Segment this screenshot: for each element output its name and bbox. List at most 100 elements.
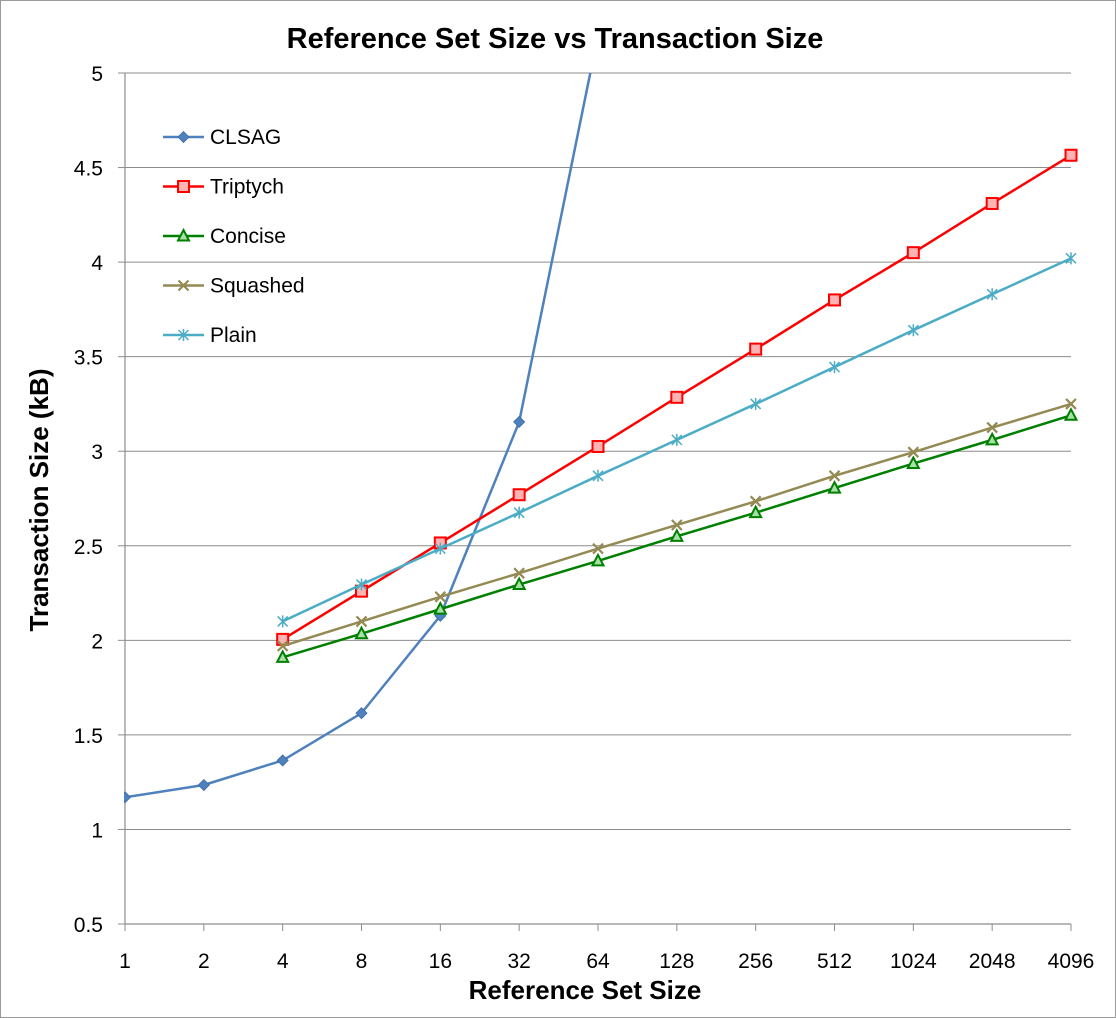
x-tick-label: 64: [586, 950, 610, 973]
squashed-point: [986, 421, 998, 434]
legend-label-clsag: CLSAG: [210, 126, 281, 149]
legend-marker-plain: [177, 329, 190, 341]
x-tick-label: 2: [198, 950, 210, 973]
x-tick-label: 512: [817, 950, 852, 973]
squashed-point: [513, 567, 525, 579]
legend-item-triptych: Triptych: [163, 176, 284, 199]
squashed-series: [276, 398, 1077, 652]
y-tick-label: 1.5: [74, 725, 103, 748]
clsag-line: [124, 73, 592, 799]
y-tick-label: 4: [91, 252, 103, 275]
plain-series: [277, 252, 1077, 628]
legend-item-clsag: CLSAG: [163, 126, 281, 149]
legend-marker-triptych: [177, 180, 190, 193]
x-tick-label: 4: [277, 950, 289, 973]
x-tick-label: 32: [507, 950, 530, 973]
y-tick-label: 5: [91, 63, 103, 86]
plot-area: [124, 73, 1079, 804]
plain-point: [828, 361, 841, 374]
y-tick-label: 3.5: [74, 347, 103, 370]
legend-item-concise: Concise: [163, 225, 286, 248]
x-tick-label: 1: [119, 950, 131, 973]
clsag-point: [355, 707, 368, 720]
legend-marker-squashed: [177, 279, 190, 292]
triptych-point: [828, 293, 841, 307]
plain-point: [671, 433, 683, 446]
concise-series: [275, 407, 1079, 663]
y-tick-label: 1: [91, 819, 103, 842]
plain-point: [1065, 252, 1077, 265]
legend-item-plain: Plain: [163, 324, 257, 347]
x-tick-label: 4096: [1048, 950, 1095, 973]
plain-point: [986, 288, 998, 301]
x-axis-ticks: 1 2 4 8 16 32 64 128 256 512 1024 2048 4096: [119, 924, 1094, 973]
y-axis-title: Transaction Size (kB): [24, 369, 54, 632]
legend-marker-clsag: [177, 130, 190, 144]
plain-point: [434, 542, 446, 555]
x-axis-title: Reference Set Size: [469, 975, 702, 1005]
plain-point: [277, 615, 289, 628]
axes: [124, 73, 1071, 925]
legend-label-triptych: Triptych: [210, 176, 284, 199]
squashed-point: [434, 591, 447, 603]
clsag-point: [197, 778, 210, 792]
x-tick-label: 256: [738, 950, 773, 973]
x-tick-label: 8: [356, 950, 368, 973]
triptych-point: [749, 342, 763, 356]
plain-point: [907, 324, 919, 337]
triptych-series: [276, 148, 1078, 646]
legend-item-squashed: Squashed: [163, 275, 305, 298]
concise-point: [748, 504, 763, 519]
y-tick-label: 2.5: [74, 536, 103, 559]
y-tick-label: 3: [91, 441, 103, 464]
concise-point: [275, 649, 290, 663]
concise-point: [985, 431, 1000, 446]
concise-point: [906, 455, 921, 470]
chart-title: Reference Set Size vs Transaction Size: [287, 23, 824, 55]
x-tick-label: 2048: [969, 950, 1016, 973]
legend-label-squashed: Squashed: [210, 275, 305, 298]
squashed-point: [276, 640, 289, 652]
plain-point: [750, 397, 762, 410]
y-tick-label: 2: [91, 630, 103, 653]
legend-marker-concise: [176, 227, 191, 242]
triptych-point: [1064, 148, 1078, 162]
legend: CLSAG Triptych Concise Squashed Plain: [163, 126, 305, 347]
y-tick-label: 0.5: [74, 914, 103, 937]
squashed-point: [592, 542, 604, 555]
y-tick-label: 4.5: [74, 158, 103, 181]
plain-point: [355, 578, 368, 591]
clsag-point: [124, 791, 132, 804]
plain-point: [592, 469, 604, 482]
x-tick-label: 128: [659, 950, 694, 973]
concise-point: [354, 625, 369, 640]
squashed-point: [907, 446, 920, 458]
clsag-point: [276, 754, 289, 767]
legend-label-plain: Plain: [210, 324, 257, 347]
gridlines: [125, 72, 1071, 830]
concise-point: [827, 479, 842, 494]
triptych-point: [512, 488, 526, 502]
clsag-series: [124, 73, 592, 804]
squashed-point: [671, 519, 683, 531]
concise-point: [1063, 407, 1079, 421]
squashed-point: [749, 495, 762, 508]
triptych-point: [985, 196, 999, 210]
plain-point: [513, 506, 525, 519]
triptych-point: [591, 439, 605, 453]
triptych-point: [906, 246, 920, 260]
squashed-point: [355, 615, 368, 628]
concise-point: [512, 576, 527, 591]
legend-label-concise: Concise: [210, 225, 286, 248]
concise-point: [669, 528, 684, 542]
squashed-point: [1065, 398, 1077, 410]
concise-point: [590, 552, 606, 567]
clsag-point: [513, 415, 526, 428]
y-axis-ticks: 0.5 1 1.5 2 2.5 3 3.5 4 4.5 5: [74, 63, 125, 937]
triptych-point: [670, 390, 684, 404]
x-tick-label: 1024: [890, 950, 937, 973]
x-tick-label: 16: [429, 950, 452, 973]
concise-point: [433, 600, 448, 615]
